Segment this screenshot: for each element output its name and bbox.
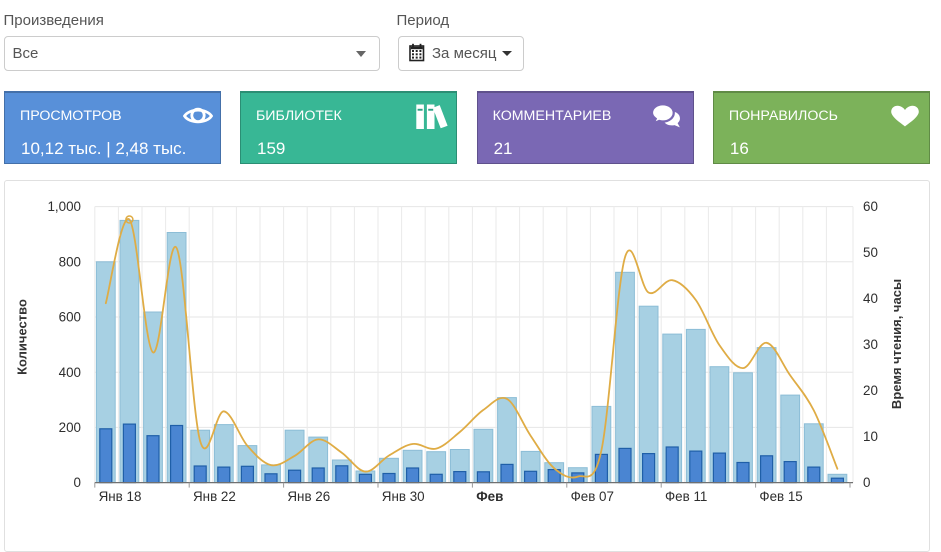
svg-text:20: 20 — [863, 383, 878, 398]
svg-text:Янв 30: Янв 30 — [382, 489, 425, 504]
svg-text:600: 600 — [59, 310, 81, 325]
svg-text:10: 10 — [863, 429, 878, 444]
svg-text:Янв 22: Янв 22 — [193, 489, 236, 504]
svg-text:1,000: 1,000 — [47, 199, 81, 214]
svg-text:60: 60 — [863, 199, 878, 214]
svg-text:400: 400 — [59, 365, 81, 380]
svg-text:Фев 11: Фев 11 — [665, 489, 707, 504]
svg-text:Время чтения, часы: Время чтения, часы — [889, 279, 904, 409]
svg-text:50: 50 — [863, 245, 878, 260]
svg-text:30: 30 — [863, 337, 878, 352]
svg-text:Фев: Фев — [476, 489, 503, 504]
svg-text:Янв 26: Янв 26 — [287, 489, 330, 504]
svg-text:Фев 07: Фев 07 — [571, 489, 614, 504]
svg-text:Янв 18: Янв 18 — [99, 489, 142, 504]
svg-text:0: 0 — [863, 475, 870, 490]
svg-text:Фев 15: Фев 15 — [759, 489, 802, 504]
svg-text:Количество: Количество — [15, 299, 30, 375]
svg-text:800: 800 — [59, 254, 81, 269]
svg-text:40: 40 — [863, 291, 878, 306]
svg-text:200: 200 — [59, 420, 81, 435]
svg-text:0: 0 — [74, 475, 81, 490]
